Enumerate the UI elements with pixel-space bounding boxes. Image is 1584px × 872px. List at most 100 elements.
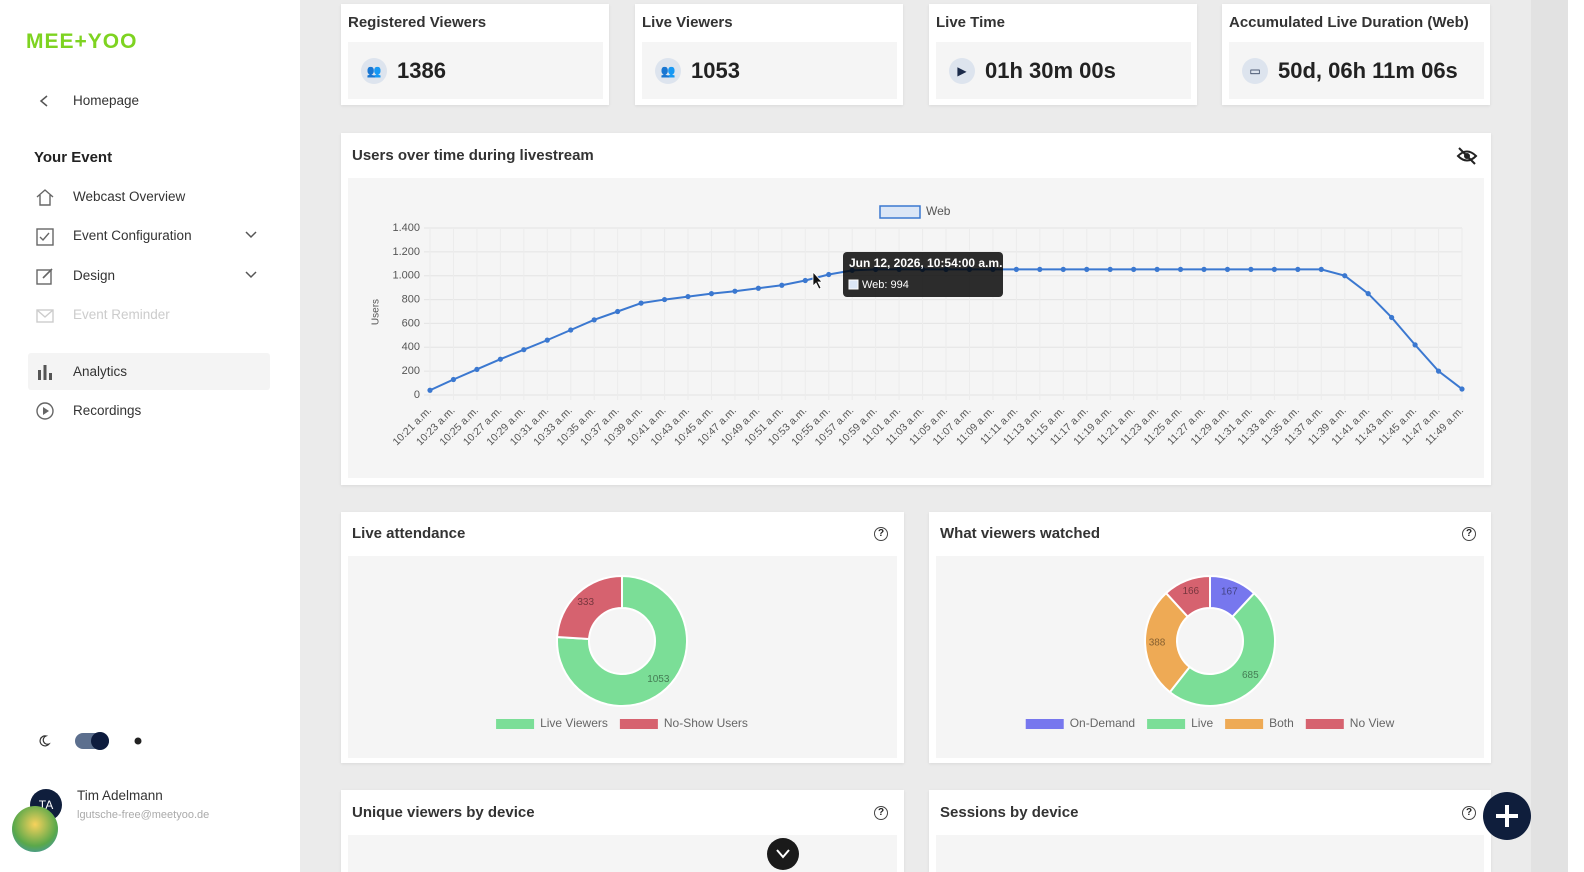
user-name: Tim Adelmann bbox=[77, 788, 163, 803]
stat-panel bbox=[642, 42, 897, 99]
data-point bbox=[1295, 266, 1301, 272]
data-label: 167 bbox=[1221, 586, 1238, 597]
help-icon[interactable]: ? bbox=[874, 527, 888, 541]
data-point bbox=[1389, 314, 1395, 321]
tooltip: Jun 12, 2026, 10:54:00 a.m. Web: 994 bbox=[843, 252, 1003, 297]
nav-highlight bbox=[28, 353, 270, 390]
data-label: 388 bbox=[1149, 638, 1166, 649]
y-tick-label: 1.400 bbox=[392, 222, 420, 234]
data-point bbox=[544, 337, 550, 343]
data-point bbox=[638, 300, 644, 306]
stat-value: 50d, 06h 11m 06s bbox=[1278, 58, 1458, 83]
nav-item[interactable]: Recordings bbox=[73, 403, 142, 418]
data-label: 1053 bbox=[647, 674, 670, 685]
nav-item[interactable]: Design bbox=[73, 268, 116, 283]
legend-swatch bbox=[619, 719, 658, 729]
chevron[interactable] bbox=[244, 230, 258, 240]
data-point bbox=[1412, 342, 1418, 348]
scroll-track bbox=[1531, 0, 1568, 872]
stat-label: Accumulated Live Duration (Web) bbox=[1229, 14, 1469, 31]
back-link[interactable]: Homepage bbox=[73, 93, 140, 108]
card-title: Live attendance bbox=[352, 525, 466, 542]
stat-panel bbox=[348, 42, 603, 99]
card-panel bbox=[348, 835, 897, 872]
data-point bbox=[661, 296, 668, 303]
data-point bbox=[1224, 266, 1231, 272]
legend-label: No-Show Users bbox=[664, 716, 748, 730]
data-point bbox=[615, 308, 621, 315]
section-title: Your Event bbox=[34, 149, 113, 166]
y-tick-label: 600 bbox=[402, 317, 420, 329]
data-point bbox=[568, 327, 574, 333]
y-tick-label: 200 bbox=[402, 365, 420, 377]
help-icon[interactable]: ? bbox=[874, 806, 888, 820]
nav-item-active[interactable]: Analytics bbox=[73, 364, 128, 379]
mail-icon bbox=[36, 309, 54, 323]
legend-swatch bbox=[1305, 719, 1344, 729]
stat-value: 01h 30m 00s bbox=[985, 58, 1116, 83]
theme-toggle[interactable] bbox=[36, 730, 146, 752]
stat-panel bbox=[936, 42, 1191, 99]
stat-icon: 👥 bbox=[361, 58, 387, 84]
design-icon bbox=[36, 268, 53, 285]
y-tick-label: 0 bbox=[414, 389, 420, 401]
add-button[interactable] bbox=[1483, 792, 1531, 840]
data-label: 166 bbox=[1182, 586, 1199, 597]
legend-label: Live Viewers bbox=[540, 716, 608, 730]
nav-item[interactable]: Webcast Overview bbox=[73, 189, 186, 204]
stat-value: 1386 bbox=[397, 58, 446, 83]
data-point bbox=[1318, 266, 1324, 272]
back-icon[interactable] bbox=[38, 94, 50, 108]
help-icon[interactable]: ? bbox=[1462, 527, 1476, 541]
data-point bbox=[802, 277, 808, 284]
data-point bbox=[1459, 386, 1465, 392]
chevron[interactable] bbox=[244, 270, 258, 280]
legend-swatch bbox=[879, 205, 921, 219]
data-point bbox=[591, 317, 597, 323]
data-point bbox=[1201, 266, 1207, 272]
stat-icon: ▶ bbox=[949, 58, 975, 84]
stat-label: Live Viewers bbox=[642, 14, 733, 31]
legend-swatch bbox=[496, 719, 535, 729]
stat-icon: 👥 bbox=[655, 58, 681, 84]
data-point bbox=[474, 366, 480, 372]
stat-panel bbox=[1229, 42, 1484, 99]
help-icon[interactable]: ? bbox=[1462, 806, 1476, 820]
y-tick-label: 1.000 bbox=[392, 270, 420, 282]
data-point bbox=[708, 291, 715, 297]
data-point bbox=[497, 356, 503, 362]
data-label: 333 bbox=[577, 597, 594, 608]
data-point bbox=[1177, 266, 1184, 272]
legend-label: On-Demand bbox=[1070, 716, 1135, 730]
scroll-down-button[interactable] bbox=[767, 838, 799, 872]
legend-swatch bbox=[1225, 719, 1264, 729]
legend: Live Viewers No-Show Users bbox=[496, 716, 748, 730]
y-axis-label: Users bbox=[371, 299, 382, 325]
data-label: 685 bbox=[1242, 670, 1259, 681]
legend-swatch bbox=[1025, 719, 1064, 729]
chart-title: Users over time during livestream bbox=[352, 147, 594, 164]
profile-picture[interactable] bbox=[12, 806, 58, 852]
user-email: lgutsche-free@meetyoo.de bbox=[77, 809, 210, 821]
y-tick-label: 400 bbox=[402, 341, 420, 353]
donut-segment bbox=[1144, 591, 1192, 694]
data-point bbox=[1271, 266, 1277, 272]
card-title: Unique viewers by device bbox=[352, 804, 535, 821]
data-point bbox=[1154, 266, 1160, 272]
sidebar: MEE+YOO Homepage Your Event Webcast Over… bbox=[0, 0, 300, 872]
tooltip-title: Jun 12, 2026, 10:54:00 a.m. bbox=[849, 256, 1002, 270]
donut-segment bbox=[1168, 591, 1276, 707]
data-point bbox=[450, 376, 457, 383]
data-point bbox=[1365, 291, 1371, 297]
card-panel bbox=[936, 835, 1484, 872]
logo[interactable]: MEE+YOO bbox=[26, 30, 138, 53]
config-icon bbox=[36, 228, 54, 246]
stat-icon: ▭ bbox=[1242, 58, 1268, 84]
data-point bbox=[826, 271, 832, 278]
nav-item[interactable]: Event Configuration bbox=[73, 228, 192, 243]
nav-item-disabled: Event Reminder bbox=[73, 307, 170, 322]
tooltip-swatch bbox=[848, 279, 859, 290]
cursor bbox=[812, 270, 823, 290]
hide-icon[interactable] bbox=[1456, 146, 1478, 166]
